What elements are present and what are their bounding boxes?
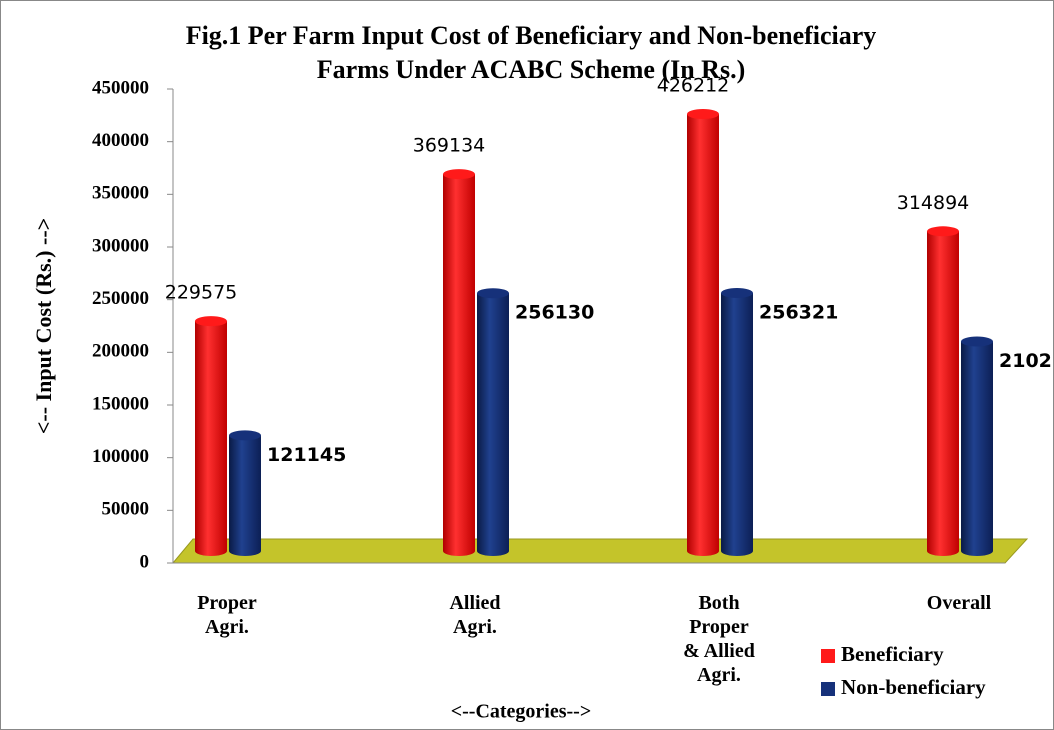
bar xyxy=(721,293,753,551)
bar-top xyxy=(229,430,261,441)
bar xyxy=(961,341,993,551)
bar xyxy=(687,114,719,551)
legend-label: Beneficiary xyxy=(841,642,944,666)
bar-top xyxy=(195,316,227,327)
value-label: 314894 xyxy=(897,192,970,214)
y-tick-label: 200000 xyxy=(92,341,149,362)
bar-base xyxy=(229,546,261,556)
x-tick-label: Overall xyxy=(926,592,992,614)
chart-title: Fig.1 Per Farm Input Cost of Beneficiary… xyxy=(185,21,877,84)
bar-base xyxy=(687,546,719,556)
x-tick-label: Proper Agri. xyxy=(197,592,257,638)
bar-base xyxy=(927,546,959,556)
bar-base xyxy=(721,546,753,556)
x-axis-title: <--Categories--> xyxy=(451,701,592,723)
y-axis-title: <-- Input Cost (Rs.) --> xyxy=(31,218,56,434)
y-tick-label: 350000 xyxy=(92,183,149,204)
bar xyxy=(443,174,475,552)
value-label: 256130 xyxy=(515,302,594,324)
value-label: 121145 xyxy=(267,444,346,466)
y-tick-label: 300000 xyxy=(92,235,149,256)
bar-base xyxy=(195,546,227,556)
value-label: 369134 xyxy=(413,135,486,157)
legend-label: Non-beneficiary xyxy=(841,675,986,699)
bar-top xyxy=(477,288,509,299)
y-tick-label: 400000 xyxy=(92,130,149,151)
bar-top xyxy=(443,169,475,180)
bar-base xyxy=(961,546,993,556)
bar xyxy=(195,321,227,551)
y-tick-label: 150000 xyxy=(92,393,149,414)
y-tick-label: 250000 xyxy=(92,288,149,309)
value-label: 229575 xyxy=(165,282,238,304)
legend-swatch xyxy=(821,682,835,696)
floor xyxy=(171,538,1029,564)
y-tick-label: 100000 xyxy=(92,446,149,467)
legend-swatch xyxy=(821,649,835,663)
bar-top xyxy=(927,226,959,237)
x-tick-label: Both Proper & Allied Agri. xyxy=(683,592,755,686)
bar xyxy=(229,435,261,551)
bar-top xyxy=(721,288,753,299)
value-label: 256321 xyxy=(759,302,838,324)
bar xyxy=(927,231,959,552)
value-label: 426212 xyxy=(657,75,730,97)
bar-top xyxy=(687,109,719,120)
x-tick-label: Allied Agri. xyxy=(449,592,501,638)
value-label: 210285 xyxy=(999,350,1053,372)
y-tick-label: 450000 xyxy=(92,77,149,98)
y-tick-label: 50000 xyxy=(102,499,150,520)
y-tick-label: 0 xyxy=(140,551,150,572)
bar-top xyxy=(961,336,993,347)
bar xyxy=(477,293,509,551)
bar-base xyxy=(477,546,509,556)
bar-base xyxy=(443,546,475,556)
